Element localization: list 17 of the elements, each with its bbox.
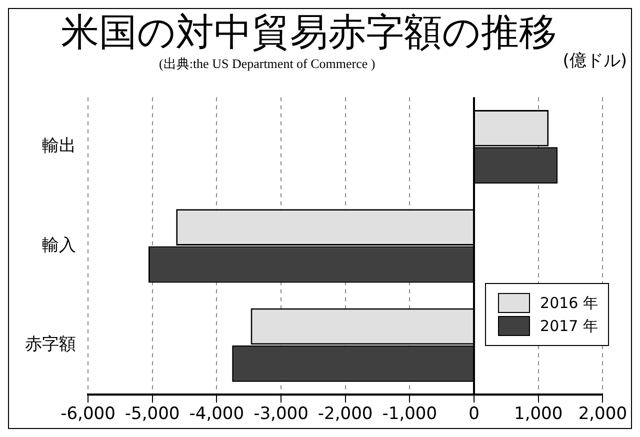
x-tick-label: -3,000	[254, 404, 308, 424]
x-tick-label: 2,000	[578, 404, 627, 424]
y-tick-label: 輸入	[42, 235, 76, 256]
x-tick-label: -6,000	[60, 404, 116, 424]
legend-label: 2017 年	[540, 316, 598, 336]
legend-label: 2016 年	[540, 294, 598, 312]
y-tick-label: 輸出	[42, 136, 76, 156]
chart-subtitle: (出典:the US Department of Commerce )	[159, 55, 376, 73]
x-tick-label: 1,000	[514, 404, 563, 424]
x-tick-label: 0	[468, 404, 480, 424]
chart-title: 米国の対中貿易赤字額の推移	[61, 10, 557, 54]
x-tick-label: -1,000	[382, 404, 438, 424]
x-tick-label: -2,000	[318, 404, 373, 424]
text: (億ドル)	[562, 50, 627, 72]
y-tick-label: 赤字額	[25, 334, 76, 354]
x-tick-label: -5,000	[124, 404, 180, 424]
x-tick-label: -4,000	[189, 404, 244, 424]
